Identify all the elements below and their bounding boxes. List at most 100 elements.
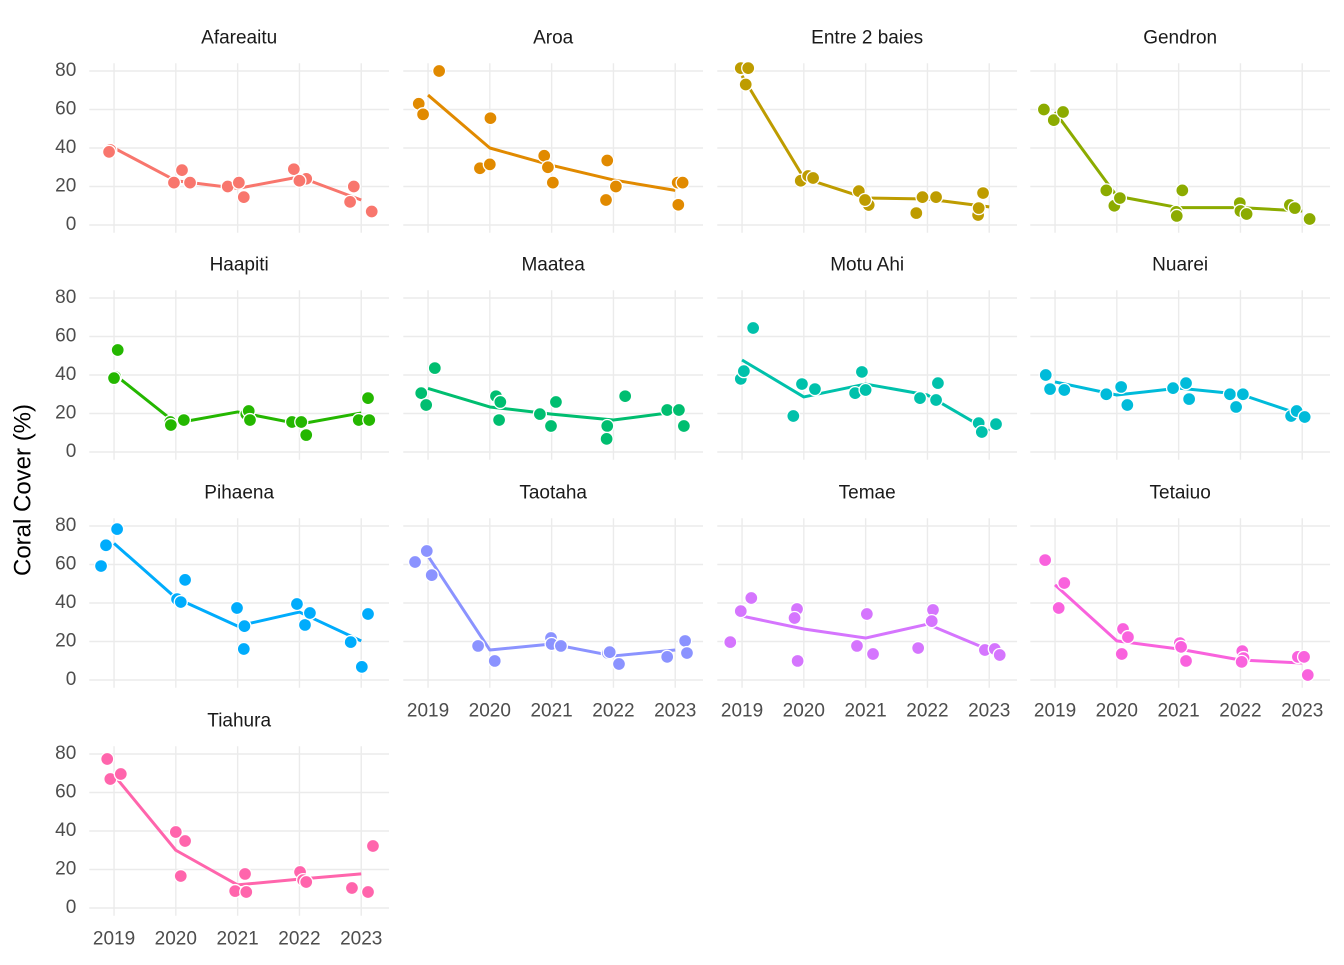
data-point: [360, 884, 376, 900]
data-point: [419, 543, 434, 559]
x-tick-label: 2023: [1281, 701, 1323, 722]
data-point: [1234, 654, 1249, 670]
data-point: [1169, 208, 1184, 224]
data-point: [924, 613, 939, 629]
data-point: [600, 418, 615, 434]
data-point: [671, 402, 687, 418]
data-point: [928, 189, 944, 205]
y-tick-label: 80: [55, 60, 76, 81]
data-point: [487, 653, 502, 669]
data-point: [294, 414, 309, 430]
data-point: [110, 342, 125, 358]
data-point: [1181, 391, 1197, 407]
data-point: [182, 175, 198, 190]
data-point: [419, 397, 434, 413]
data-point: [93, 558, 109, 574]
x-tick-label: 2019: [407, 701, 449, 722]
data-point: [1046, 112, 1061, 128]
data-point: [1099, 387, 1114, 402]
y-tick-label: 80: [55, 515, 76, 536]
y-tick-label: 0: [66, 441, 77, 462]
x-tick-label: 2022: [278, 929, 320, 950]
data-point: [1042, 381, 1058, 397]
data-point: [424, 567, 439, 583]
y-tick-label: 0: [66, 214, 77, 235]
x-tick-label: 2023: [654, 701, 696, 722]
data-point: [540, 160, 556, 175]
data-point: [849, 638, 865, 654]
data-point: [346, 179, 361, 194]
data-point: [362, 412, 377, 428]
data-point: [1235, 387, 1251, 402]
data-point: [548, 394, 564, 410]
data-point: [971, 200, 986, 216]
data-point: [744, 590, 759, 606]
data-point: [679, 645, 695, 661]
data-point: [483, 111, 498, 126]
data-point: [1175, 183, 1190, 198]
y-axis-label: Coral Cover (%): [9, 404, 36, 576]
data-point: [173, 594, 188, 610]
data-point: [299, 874, 314, 890]
data-point: [1297, 409, 1312, 425]
data-point: [794, 376, 810, 392]
data-point: [1036, 102, 1052, 117]
data-point: [299, 427, 314, 443]
data-point: [286, 162, 302, 177]
panel-title: Tiahura: [207, 710, 271, 731]
data-point: [1296, 649, 1312, 665]
x-tick-label: 2023: [340, 929, 382, 950]
data-point: [237, 618, 252, 634]
data-point: [1178, 375, 1194, 391]
y-tick-label: 40: [55, 820, 76, 841]
data-point: [611, 656, 627, 672]
data-point: [741, 60, 756, 76]
panel-title: Gendron: [1143, 27, 1217, 48]
data-point: [427, 360, 442, 376]
data-point: [928, 392, 944, 408]
data-point: [470, 638, 486, 654]
data-point: [1038, 367, 1053, 383]
data-point: [109, 521, 125, 537]
y-tick-label: 20: [55, 631, 76, 652]
data-point: [1112, 190, 1128, 206]
data-point: [858, 382, 873, 398]
data-point: [242, 412, 258, 428]
data-point: [608, 179, 624, 194]
data-point: [660, 402, 675, 418]
y-tick-label: 60: [55, 326, 76, 347]
data-point: [1120, 397, 1135, 413]
data-point: [482, 157, 497, 172]
panel: Motu Ahi: [717, 254, 1018, 460]
x-tick-label: 2020: [155, 929, 197, 950]
panel: Temae 2019 2020 2021 2022 2023: [717, 482, 1018, 722]
data-point: [98, 538, 114, 553]
x-tick-label: 2022: [1219, 701, 1261, 722]
data-point: [1120, 629, 1136, 645]
panel: Gendron: [1030, 27, 1331, 233]
data-point: [600, 153, 615, 168]
y-tick-label: 20: [55, 403, 76, 424]
data-point: [343, 634, 358, 650]
y-tick-label: 60: [55, 554, 76, 575]
panel-title: Aroa: [533, 27, 574, 48]
panel-title: Temae: [839, 482, 896, 503]
panel-title: Maatea: [521, 254, 585, 275]
data-point: [1222, 387, 1238, 402]
data-point: [736, 363, 752, 379]
y-tick-label: 0: [66, 897, 77, 918]
data-point: [909, 205, 924, 221]
data-point: [618, 389, 633, 404]
panel: Tiahura 0 20 40 60 80 2019 2020 2021 2022 2023: [55, 710, 390, 950]
data-point: [733, 603, 748, 619]
data-point: [1165, 380, 1181, 396]
data-point: [360, 390, 376, 406]
data-point: [101, 144, 117, 160]
data-point: [1099, 183, 1114, 198]
x-tick-label: 2021: [216, 929, 258, 950]
data-point: [1287, 200, 1302, 216]
data-point: [660, 649, 675, 665]
data-point: [174, 162, 190, 178]
data-point: [1228, 399, 1244, 415]
mean-line: [113, 372, 362, 426]
